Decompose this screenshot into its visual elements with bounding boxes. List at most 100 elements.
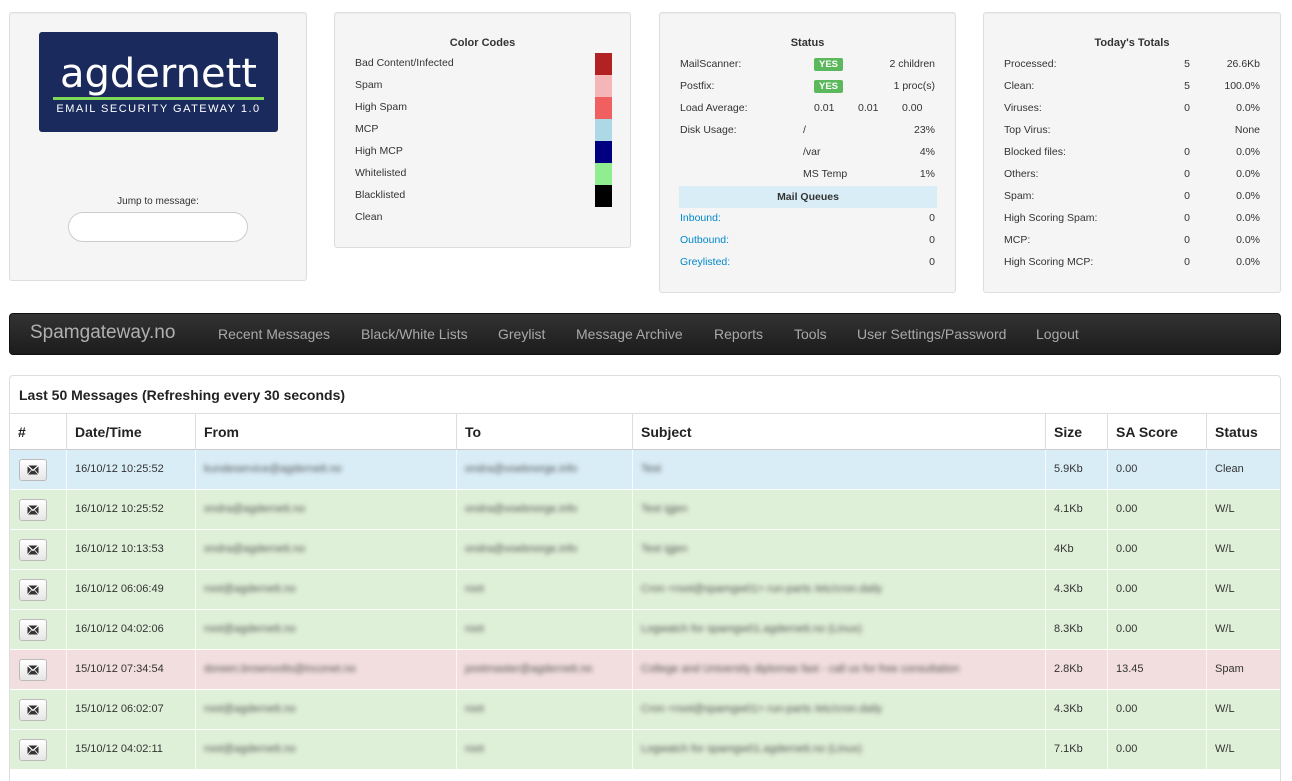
cell-subject-text: Cron <root@spamgw01> run-parts /etc/cron… (641, 583, 883, 595)
cell-datetime: 16/10/12 10:25:52 (66, 490, 195, 530)
view-message-button[interactable] (19, 539, 47, 561)
cell-size-text: 7.1Kb (1054, 743, 1083, 755)
table-row[interactable]: 16/10/12 06:06:49 root@agdernett.no root Cr… (10, 570, 1280, 610)
total-value: 0.0% (1236, 102, 1260, 114)
cell-status-text: W/L (1215, 503, 1235, 515)
nav-recent-messages[interactable]: Recent Messages (218, 326, 331, 342)
column-header-status[interactable]: Status (1206, 414, 1280, 451)
cell-sa-score: 0.00 (1107, 610, 1206, 650)
jump-to-message-input[interactable] (68, 212, 248, 242)
column-header-sa-score[interactable]: SA Score (1107, 414, 1206, 451)
column-header-datetime[interactable]: Date/Time (66, 414, 195, 451)
cell-to-text: root (465, 703, 484, 715)
cell-from-text: root@agdernett.no (204, 703, 296, 715)
logo-panel: agdernett EMAIL SECURITY GATEWAY 1.0 Jum… (9, 12, 307, 281)
cell-datetime: 16/10/12 10:25:52 (66, 450, 195, 490)
cell-to: root (456, 690, 632, 730)
column-header-subject[interactable]: Subject (632, 414, 1044, 451)
color-swatch (595, 97, 612, 119)
view-message-button[interactable] (19, 659, 47, 681)
cell-subject: Logwatch for spamgw01.agdernett.no (Linu… (632, 730, 1044, 770)
cell-status: Spam (1206, 650, 1280, 690)
table-row[interactable]: 15/10/12 04:02:11 root@agdernett.no root Lo… (10, 730, 1280, 770)
cell-sa-score: 0.00 (1107, 490, 1206, 530)
column-header-size[interactable]: Size (1045, 414, 1106, 451)
cell-size-text: 4.3Kb (1054, 703, 1083, 715)
recent-messages-table: Last 50 Messages (Refreshing every 30 se… (9, 375, 1281, 781)
queue-outbound-link[interactable]: Outbound: (680, 234, 730, 246)
total-count: 0 (1184, 256, 1190, 268)
view-message-button[interactable] (19, 459, 47, 481)
view-message-button[interactable] (19, 579, 47, 601)
queue-inbound-count: 0 (929, 212, 935, 224)
table-row[interactable]: 16/10/12 04:02:06 root@agdernett.no root Lo… (10, 610, 1280, 650)
cell-status-text: W/L (1215, 743, 1235, 755)
table-row[interactable]: 15/10/12 06:02:07 root@agdernett.no root Cr… (10, 690, 1280, 730)
cell-to-text: ondra@voebnorge.info (465, 463, 578, 475)
cell-to-text: postmaster@agdernett.no (465, 663, 593, 675)
cell-sa-score-text: 0.00 (1116, 543, 1138, 555)
total-label: High Scoring Spam: (1004, 212, 1098, 224)
disk-percent: 23% (913, 124, 935, 136)
table-row[interactable]: 16/10/12 10:13:53 ondra@agdernett.no ondra… (10, 530, 1280, 570)
nav-user-settings[interactable]: User Settings/Password (857, 326, 1007, 342)
cell-datetime-text: 16/10/12 10:25:52 (75, 463, 164, 475)
nav-reports[interactable]: Reports (714, 326, 764, 342)
cell-status: W/L (1206, 490, 1280, 530)
cell-subject-text: Logwatch for spamgw01.agdernett.no (Linu… (641, 623, 862, 635)
view-message-button[interactable] (19, 499, 47, 521)
view-message-button[interactable] (19, 619, 47, 641)
queue-greylisted-link[interactable]: Greylisted: (680, 256, 731, 268)
table-row[interactable]: 16/10/12 10:25:52 ondra@agdernett.no ondra… (10, 490, 1280, 530)
column-header-from[interactable]: From (195, 414, 454, 451)
cell-from: ondra@agdernett.no (195, 530, 454, 570)
cell-datetime-text: 15/10/12 04:02:11 (75, 743, 163, 755)
nav-tools[interactable]: Tools (794, 326, 827, 342)
cell-to: ondra@voebnorge.info (456, 530, 632, 570)
cell-datetime-text: 16/10/12 04:02:06 (75, 623, 164, 635)
disk-mount: / (803, 124, 806, 136)
cell-size-text: 8.3Kb (1054, 623, 1083, 635)
cell-to: root (456, 570, 632, 610)
cell-to-text: ondra@voebnorge.info (465, 503, 578, 515)
color-code-row: High Spam (355, 97, 612, 119)
cell-datetime: 16/10/12 06:06:49 (66, 570, 195, 610)
cell-from-text: ondra@agdernett.no (204, 503, 306, 515)
view-message-button[interactable] (19, 699, 47, 721)
cell-sa-score-text: 0.00 (1116, 583, 1138, 595)
cell-size-text: 4.3Kb (1054, 583, 1083, 595)
table-row[interactable]: 16/10/12 10:25:52 kundeservice@agdernett.… (10, 450, 1280, 490)
mailscanner-status-badge: YES (814, 58, 844, 71)
postfix-procs: 1 proc(s) (893, 80, 935, 92)
total-label: Spam: (1004, 190, 1035, 202)
mail-queues-header: Mail Queues (679, 186, 937, 208)
cell-sa-score: 0.00 (1107, 530, 1206, 570)
cell-size-text: 4Kb (1054, 543, 1074, 555)
brand-link[interactable]: Spamgateway.no (30, 322, 176, 343)
table-row[interactable]: 15/10/12 07:34:54 doreen.brownvolts@incon… (10, 650, 1280, 690)
column-header-to[interactable]: To (456, 414, 632, 451)
total-value: 100.0% (1224, 80, 1260, 92)
cell-size: 4Kb (1045, 530, 1106, 570)
view-message-button[interactable] (19, 739, 47, 761)
load-average-1: 0.01 (814, 102, 835, 114)
total-count: 5 (1184, 80, 1190, 92)
nav-logout[interactable]: Logout (1036, 326, 1079, 342)
color-code-label: High Spam (355, 101, 407, 113)
nav-greylist[interactable]: Greylist (498, 326, 546, 342)
cell-from-text: root@agdernett.no (204, 583, 296, 595)
cell-datetime: 15/10/12 07:34:54 (66, 650, 195, 690)
nav-black-white-lists[interactable]: Black/White Lists (361, 326, 468, 342)
column-header-number[interactable]: # (18, 424, 26, 440)
cell-sa-score-text: 0.00 (1116, 503, 1138, 515)
cell-from: kundeservice@agdernett.no (195, 450, 454, 490)
nav-message-archive[interactable]: Message Archive (576, 326, 683, 342)
cell-size: 4.3Kb (1045, 570, 1106, 610)
color-code-label: MCP (355, 123, 379, 135)
total-label: High Scoring MCP: (1004, 256, 1094, 268)
cell-from-text: ondra@agdernett.no (204, 543, 306, 555)
queue-inbound-link[interactable]: Inbound: (680, 212, 721, 224)
postfix-status-badge: YES (814, 80, 844, 93)
color-swatch (595, 163, 612, 185)
cell-sa-score: 0.00 (1107, 570, 1206, 610)
